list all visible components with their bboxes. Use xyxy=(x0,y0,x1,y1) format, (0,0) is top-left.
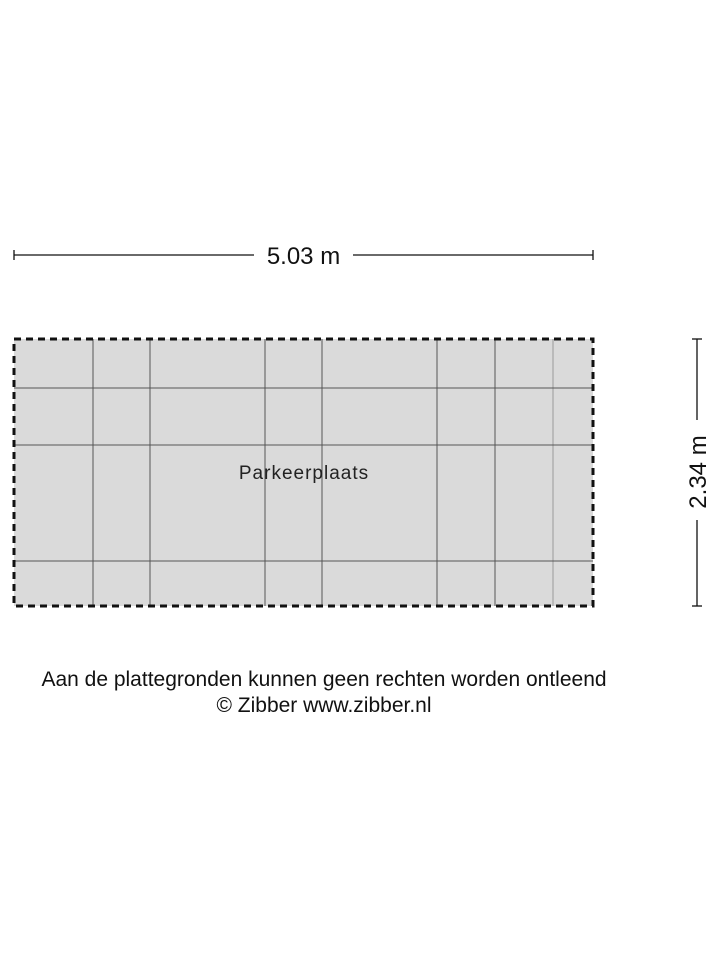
tile-grid xyxy=(14,339,593,606)
height-dimension xyxy=(692,338,702,607)
width-dimension xyxy=(13,250,594,260)
room-border xyxy=(12,337,595,608)
copyright-text: © Zibber www.zibber.nl xyxy=(216,694,432,717)
width-label: 5.03 m xyxy=(267,243,340,270)
disclaimer-text: Aan de plattegronden kunnen geen rechten… xyxy=(41,668,607,691)
room-label: Parkeerplaats xyxy=(239,463,369,484)
height-label: 2.34 m xyxy=(685,435,712,508)
